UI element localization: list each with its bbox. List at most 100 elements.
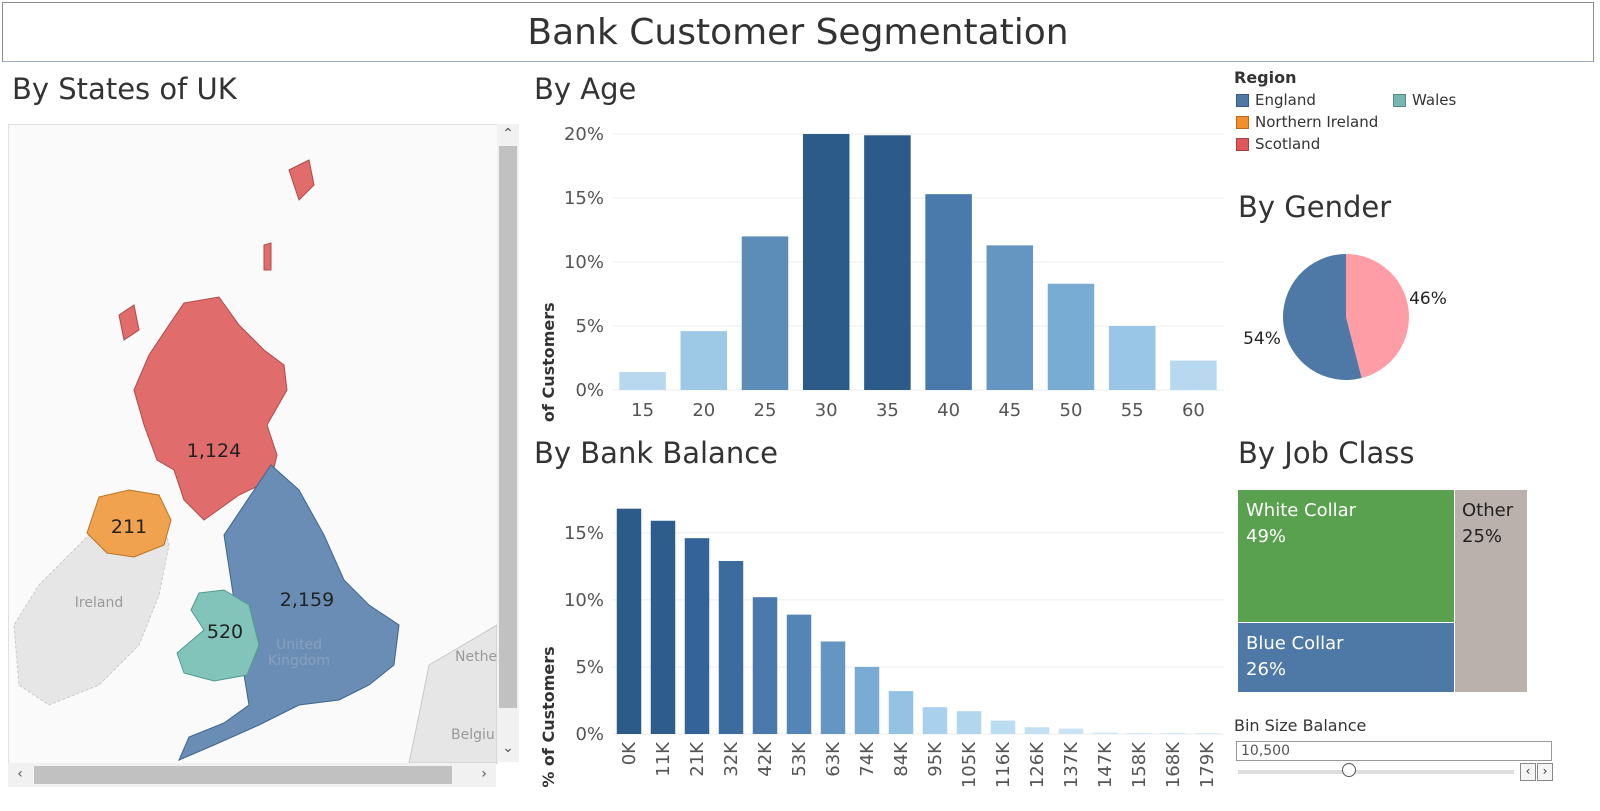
legend-item-scotland[interactable]: Scotland	[1236, 135, 1320, 153]
bal-bar[interactable]	[1058, 728, 1084, 734]
legend-swatch-northern-ireland	[1236, 115, 1249, 129]
legend-label-northern-ireland: Northern Ireland	[1255, 113, 1379, 131]
map-label-ireland: Ireland	[75, 595, 123, 611]
bal-x-tick-label: 147K	[1095, 741, 1116, 788]
balance-chart: 0% 5% 10% 15% 0K 11K 21K 32K 42K 53K 63K 74K 84K 95K…	[539, 508, 1224, 788]
treemap-cell-white-collar[interactable]: White Collar 49%	[1238, 490, 1454, 622]
age-bar[interactable]	[925, 194, 972, 390]
gender-pie-chart: 54% 46%	[1243, 254, 1447, 380]
age-y-tick-label: 10%	[564, 252, 604, 273]
bal-bar[interactable]	[854, 666, 880, 734]
age-bar[interactable]	[864, 135, 911, 390]
slider-decrement-chevron-left-icon[interactable]: ‹	[1520, 763, 1536, 781]
balance-chart-title: By Bank Balance	[534, 436, 778, 470]
age-y-axis-label: % of Customers	[539, 302, 558, 428]
bal-bar[interactable]	[1160, 733, 1186, 734]
treemap-cell-blue-collar[interactable]: Blue Collar 26%	[1238, 623, 1454, 692]
bal-x-tick-label: 137K	[1061, 741, 1082, 788]
age-bar[interactable]	[1108, 326, 1156, 390]
bal-y-tick-label: 10%	[564, 590, 604, 611]
bin-size-input[interactable]: 10,500	[1236, 741, 1552, 761]
legend-item-northern-ireland[interactable]: Northern Ireland	[1236, 113, 1378, 131]
bal-y-tick-label: 15%	[564, 523, 604, 544]
map-count-england: 2,159	[280, 589, 334, 611]
uk-map[interactable]: 1,124 211 2,159 520 Ireland United Kingd…	[8, 124, 498, 764]
slider-label: Bin Size Balance	[1234, 716, 1367, 735]
map-region-northern-ireland	[86, 489, 172, 558]
bal-bar[interactable]	[956, 711, 982, 734]
legend-label-scotland: Scotland	[1255, 135, 1321, 153]
legend-item-wales[interactable]: Wales	[1393, 91, 1456, 109]
slider-increment-chevron-right-icon[interactable]: ›	[1537, 763, 1553, 781]
map-count-wales: 520	[207, 621, 243, 643]
treemap-value-blue-collar: 26%	[1246, 659, 1287, 680]
treemap-value-white-collar: 49%	[1246, 526, 1287, 547]
age-chart: 0% 5% 10% 15% 20% 15 20 25 30 35 40 45 50 55 60 % of …	[539, 124, 1224, 428]
age-bar[interactable]	[802, 134, 850, 390]
bal-x-tick-label: 84K	[891, 741, 912, 777]
bal-x-tick-label: 11K	[653, 741, 674, 777]
age-x-tick-label: 45	[998, 400, 1021, 421]
balance-y-axis-label: % of Customers	[539, 646, 558, 787]
chevron-left-icon[interactable]: ‹	[17, 766, 23, 782]
legend-item-england[interactable]: England	[1236, 91, 1316, 109]
bal-x-tick-label: 53K	[789, 741, 810, 777]
age-bar[interactable]	[1170, 360, 1217, 390]
bal-bar[interactable]	[990, 720, 1016, 734]
map-label-uk-line2: Kingdom	[268, 653, 330, 669]
job-chart-title: By Job Class	[1238, 436, 1415, 470]
chevron-up-icon[interactable]: ⌃	[502, 126, 514, 142]
map-region-scotland	[133, 296, 288, 521]
bal-x-tick-label: 168K	[1163, 741, 1184, 788]
age-x-tick-label: 55	[1121, 400, 1144, 421]
dashboard-title: Bank Customer Segmentation	[527, 12, 1069, 53]
bal-bar[interactable]	[1092, 732, 1118, 734]
age-x-tick-label: 25	[754, 400, 777, 421]
bal-bar[interactable]	[650, 520, 676, 734]
pie-slice-male[interactable]	[1283, 254, 1362, 380]
legend-label-wales: Wales	[1412, 91, 1457, 109]
bal-x-tick-label: 42K	[755, 741, 776, 777]
bal-bar[interactable]	[1024, 727, 1050, 734]
bal-x-tick-label: 21K	[687, 741, 708, 777]
bal-bar[interactable]	[888, 691, 914, 734]
treemap-label-other: Other	[1462, 500, 1514, 521]
treemap-label-blue-collar: Blue Collar	[1246, 633, 1344, 654]
bal-bar[interactable]	[1126, 733, 1152, 734]
bal-bar[interactable]	[752, 597, 778, 734]
bal-x-tick-label: 74K	[857, 741, 878, 777]
age-bar[interactable]	[1047, 283, 1095, 390]
bin-size-slider-knob[interactable]	[1342, 763, 1357, 777]
bal-bar[interactable]	[616, 508, 642, 734]
pie-label-male: 54%	[1243, 329, 1281, 349]
age-x-tick-label: 35	[876, 400, 899, 421]
pie-slice-female[interactable]	[1346, 254, 1409, 379]
chevron-right-icon[interactable]: ›	[481, 766, 487, 782]
bin-size-slider-track[interactable]	[1238, 770, 1514, 774]
treemap-cell-other[interactable]: Other 25%	[1455, 490, 1527, 692]
bal-x-tick-label: 0K	[619, 741, 640, 765]
map-horizontal-scroll-thumb[interactable]	[34, 766, 452, 784]
bal-bar[interactable]	[684, 538, 710, 734]
age-x-tick-label: 40	[937, 400, 960, 421]
bal-y-tick-label: 0%	[575, 724, 604, 745]
bal-x-tick-label: 105K	[959, 741, 980, 788]
chevron-down-icon[interactable]: ⌄	[502, 740, 514, 756]
bal-bar[interactable]	[786, 614, 812, 734]
age-bar[interactable]	[741, 236, 789, 390]
treemap-value-other: 25%	[1462, 526, 1503, 547]
legend-label-england: England	[1255, 91, 1316, 109]
map-vertical-scroll-thumb[interactable]	[499, 146, 517, 708]
bal-bar[interactable]	[718, 560, 744, 734]
bal-x-tick-label: 158K	[1129, 741, 1150, 788]
bal-bar[interactable]	[922, 707, 948, 734]
uk-map-svg: 1,124 211 2,159 520 Ireland United Kingd…	[13, 159, 497, 763]
age-bar[interactable]	[619, 372, 666, 390]
bal-bar[interactable]	[820, 641, 846, 734]
age-y-tick-label: 15%	[564, 188, 604, 209]
age-bar[interactable]	[680, 331, 728, 390]
bal-bar[interactable]	[1194, 733, 1220, 734]
age-x-tick-label: 15	[631, 400, 654, 421]
age-bar[interactable]	[986, 245, 1034, 390]
map-europe-land	[408, 624, 497, 763]
